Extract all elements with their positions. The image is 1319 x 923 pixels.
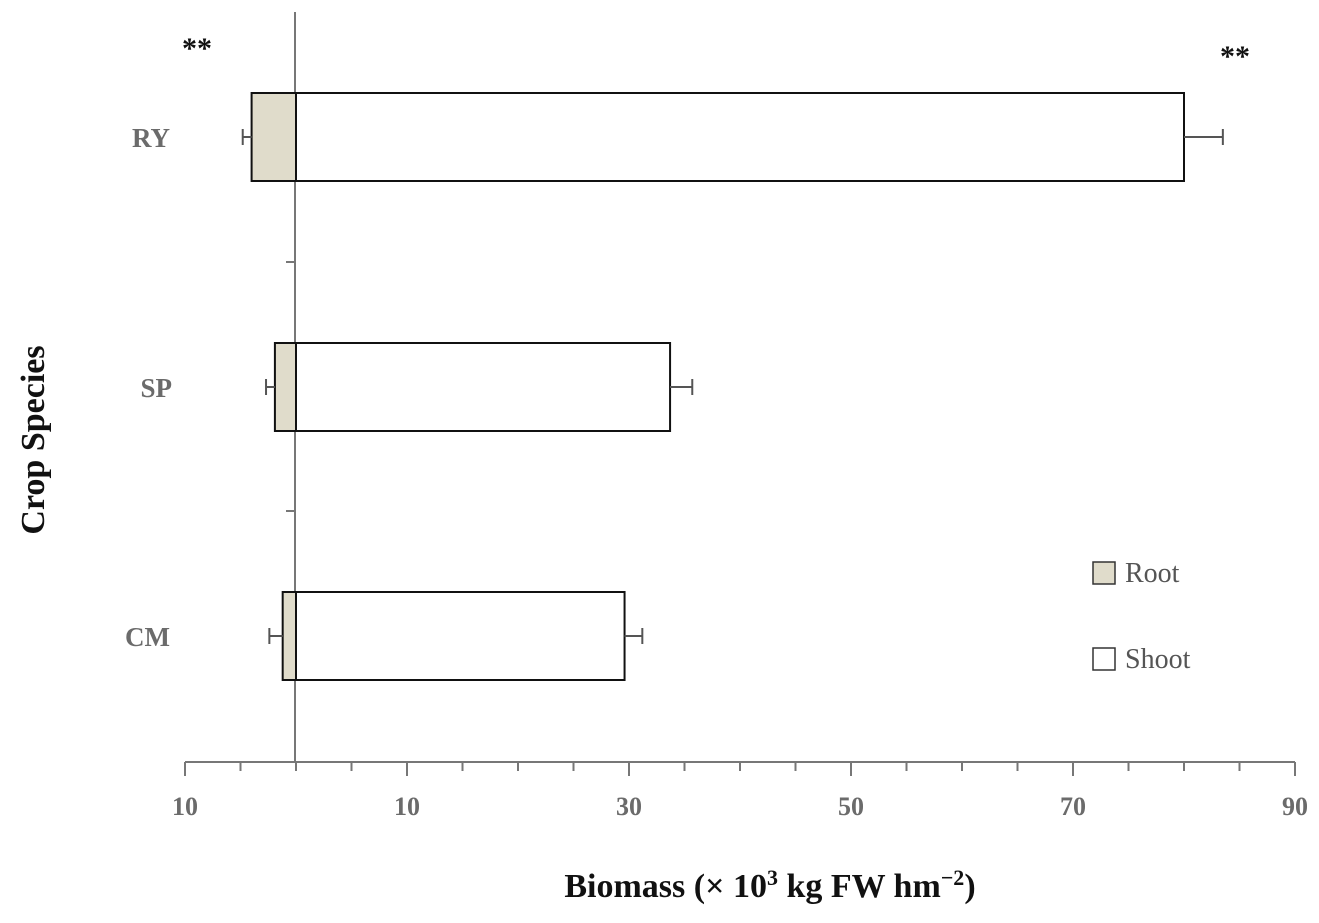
category-label-ry: RY — [132, 123, 170, 153]
category-label-cm: CM — [125, 622, 170, 652]
bars-group — [250, 92, 1185, 681]
x-tick-label: 10 — [394, 792, 420, 821]
x-tick-labels: 10 10 30 50 70 90 — [172, 792, 1308, 821]
legend-swatch-shoot — [1092, 647, 1116, 671]
x-tick-label: 30 — [616, 792, 642, 821]
x-tick-label: 10 — [172, 792, 198, 821]
bar-shoot-cm — [295, 591, 626, 681]
bar-shoot-ry — [295, 92, 1185, 182]
x-axis-title: Biomass (× 103 kg FW hm−2) — [564, 865, 975, 905]
category-label-sp: SP — [140, 373, 172, 403]
x-tick-label: 70 — [1060, 792, 1086, 821]
category-labels: RY SP CM — [125, 123, 172, 652]
legend-swatch-root — [1092, 561, 1116, 585]
bar-root-cm — [281, 591, 297, 681]
error-bars-group — [241, 129, 1224, 644]
bar-root-sp — [273, 342, 298, 432]
significance-mark-root: ** — [182, 32, 212, 65]
legend-label-root: Root — [1125, 558, 1180, 589]
x-axis-ticks — [184, 762, 1296, 776]
x-tick-label: 90 — [1282, 792, 1308, 821]
x-tick-label: 50 — [838, 792, 864, 821]
bar-root-ry — [250, 92, 298, 182]
legend: Root Shoot — [1092, 558, 1191, 675]
significance-mark-shoot: ** — [1220, 40, 1250, 73]
bar-shoot-sp — [295, 342, 672, 432]
legend-label-shoot: Shoot — [1125, 644, 1191, 675]
y-axis-title: Crop Species — [15, 345, 52, 534]
